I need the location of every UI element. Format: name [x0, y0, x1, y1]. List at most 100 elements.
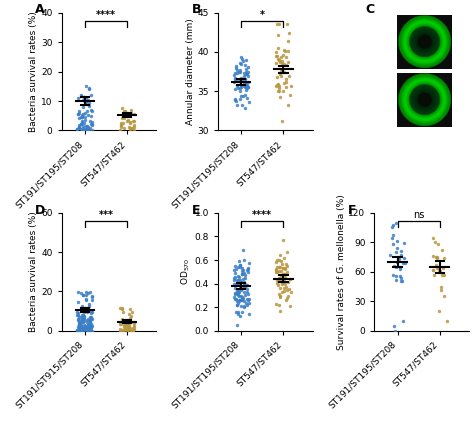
Text: D: D	[35, 204, 46, 217]
Point	[77, 314, 84, 321]
Point	[131, 320, 138, 326]
Point	[283, 268, 291, 275]
Point	[438, 271, 446, 278]
Point	[231, 75, 238, 82]
Point	[231, 263, 239, 270]
Point	[231, 75, 238, 81]
Point	[84, 323, 91, 329]
Point	[286, 302, 293, 309]
Point	[80, 322, 87, 329]
Point	[391, 327, 398, 334]
Point	[117, 121, 125, 128]
Point	[285, 72, 292, 79]
Point	[238, 296, 246, 303]
Point	[245, 63, 252, 70]
Text: E: E	[191, 204, 200, 217]
Point	[88, 292, 95, 299]
Point	[285, 30, 293, 36]
Point	[237, 54, 245, 61]
Point	[286, 276, 294, 283]
Point	[390, 271, 397, 278]
Point	[130, 324, 138, 330]
Point	[392, 276, 400, 283]
Point	[127, 109, 134, 116]
Point	[85, 103, 93, 109]
Point	[117, 305, 124, 312]
Point	[77, 323, 84, 330]
Point	[79, 127, 87, 134]
Point	[74, 315, 82, 322]
Point	[79, 312, 86, 318]
Point	[230, 277, 238, 284]
Point	[242, 80, 249, 87]
Point	[232, 296, 239, 303]
Y-axis label: OD$_{570}$: OD$_{570}$	[179, 258, 192, 285]
Point	[240, 275, 247, 282]
Point	[76, 324, 83, 330]
Point	[244, 71, 251, 78]
Point	[124, 321, 132, 328]
Point	[130, 322, 137, 329]
Point	[76, 109, 83, 116]
Point	[235, 290, 242, 297]
Point	[244, 295, 251, 302]
Point	[278, 60, 286, 67]
Point	[86, 313, 94, 320]
Point	[88, 308, 95, 315]
Point	[84, 111, 91, 118]
Point	[118, 316, 126, 323]
Point	[433, 254, 441, 261]
Point	[235, 273, 242, 280]
Point	[284, 59, 292, 66]
Point	[232, 98, 240, 104]
Point	[78, 324, 85, 331]
Point	[390, 240, 397, 247]
Point	[80, 304, 87, 311]
Point	[245, 98, 252, 105]
Point	[79, 313, 86, 320]
Point	[86, 100, 93, 107]
Point	[236, 68, 244, 75]
Point	[87, 325, 94, 332]
Point	[82, 296, 89, 302]
Point	[284, 102, 292, 109]
Point	[232, 63, 239, 70]
Point	[240, 280, 248, 287]
Point	[281, 265, 289, 272]
Point	[393, 245, 401, 251]
Point	[79, 314, 87, 321]
Point	[240, 83, 248, 89]
Point	[238, 296, 246, 303]
Point	[279, 237, 286, 243]
Point	[275, 56, 283, 63]
Point	[273, 257, 281, 263]
Point	[118, 114, 126, 121]
Point	[240, 302, 248, 309]
Point	[116, 127, 123, 134]
Point	[401, 254, 408, 261]
Point	[83, 108, 91, 114]
Point	[78, 316, 86, 323]
Point	[275, 45, 283, 52]
Text: C: C	[365, 3, 374, 16]
Point	[233, 102, 241, 109]
Point	[280, 88, 287, 95]
Point	[242, 291, 249, 298]
Point	[86, 316, 94, 323]
Point	[239, 92, 246, 99]
Point	[80, 314, 88, 321]
Point	[127, 124, 134, 131]
Point	[273, 74, 281, 81]
Point	[238, 75, 246, 82]
Point	[89, 126, 96, 133]
Point	[273, 52, 280, 59]
Point	[273, 81, 281, 88]
Point	[281, 265, 289, 272]
Point	[78, 316, 86, 323]
Point	[232, 97, 239, 104]
Point	[121, 321, 129, 328]
Point	[231, 290, 239, 297]
Point	[284, 47, 292, 54]
Point	[241, 92, 248, 98]
Point	[242, 82, 249, 89]
